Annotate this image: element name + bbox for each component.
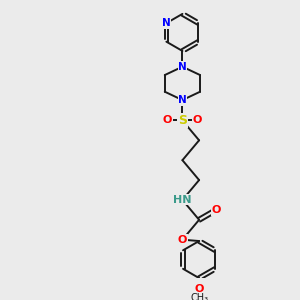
Text: N: N	[178, 62, 187, 72]
Text: HN: HN	[173, 195, 192, 205]
Text: CH₃: CH₃	[190, 293, 208, 300]
Text: O: O	[194, 284, 204, 294]
Text: O: O	[193, 116, 202, 125]
Text: N: N	[178, 95, 187, 105]
Text: O: O	[163, 116, 172, 125]
Text: S: S	[178, 114, 187, 127]
Text: N: N	[162, 18, 171, 28]
Text: O: O	[211, 205, 220, 215]
Text: O: O	[178, 235, 187, 245]
